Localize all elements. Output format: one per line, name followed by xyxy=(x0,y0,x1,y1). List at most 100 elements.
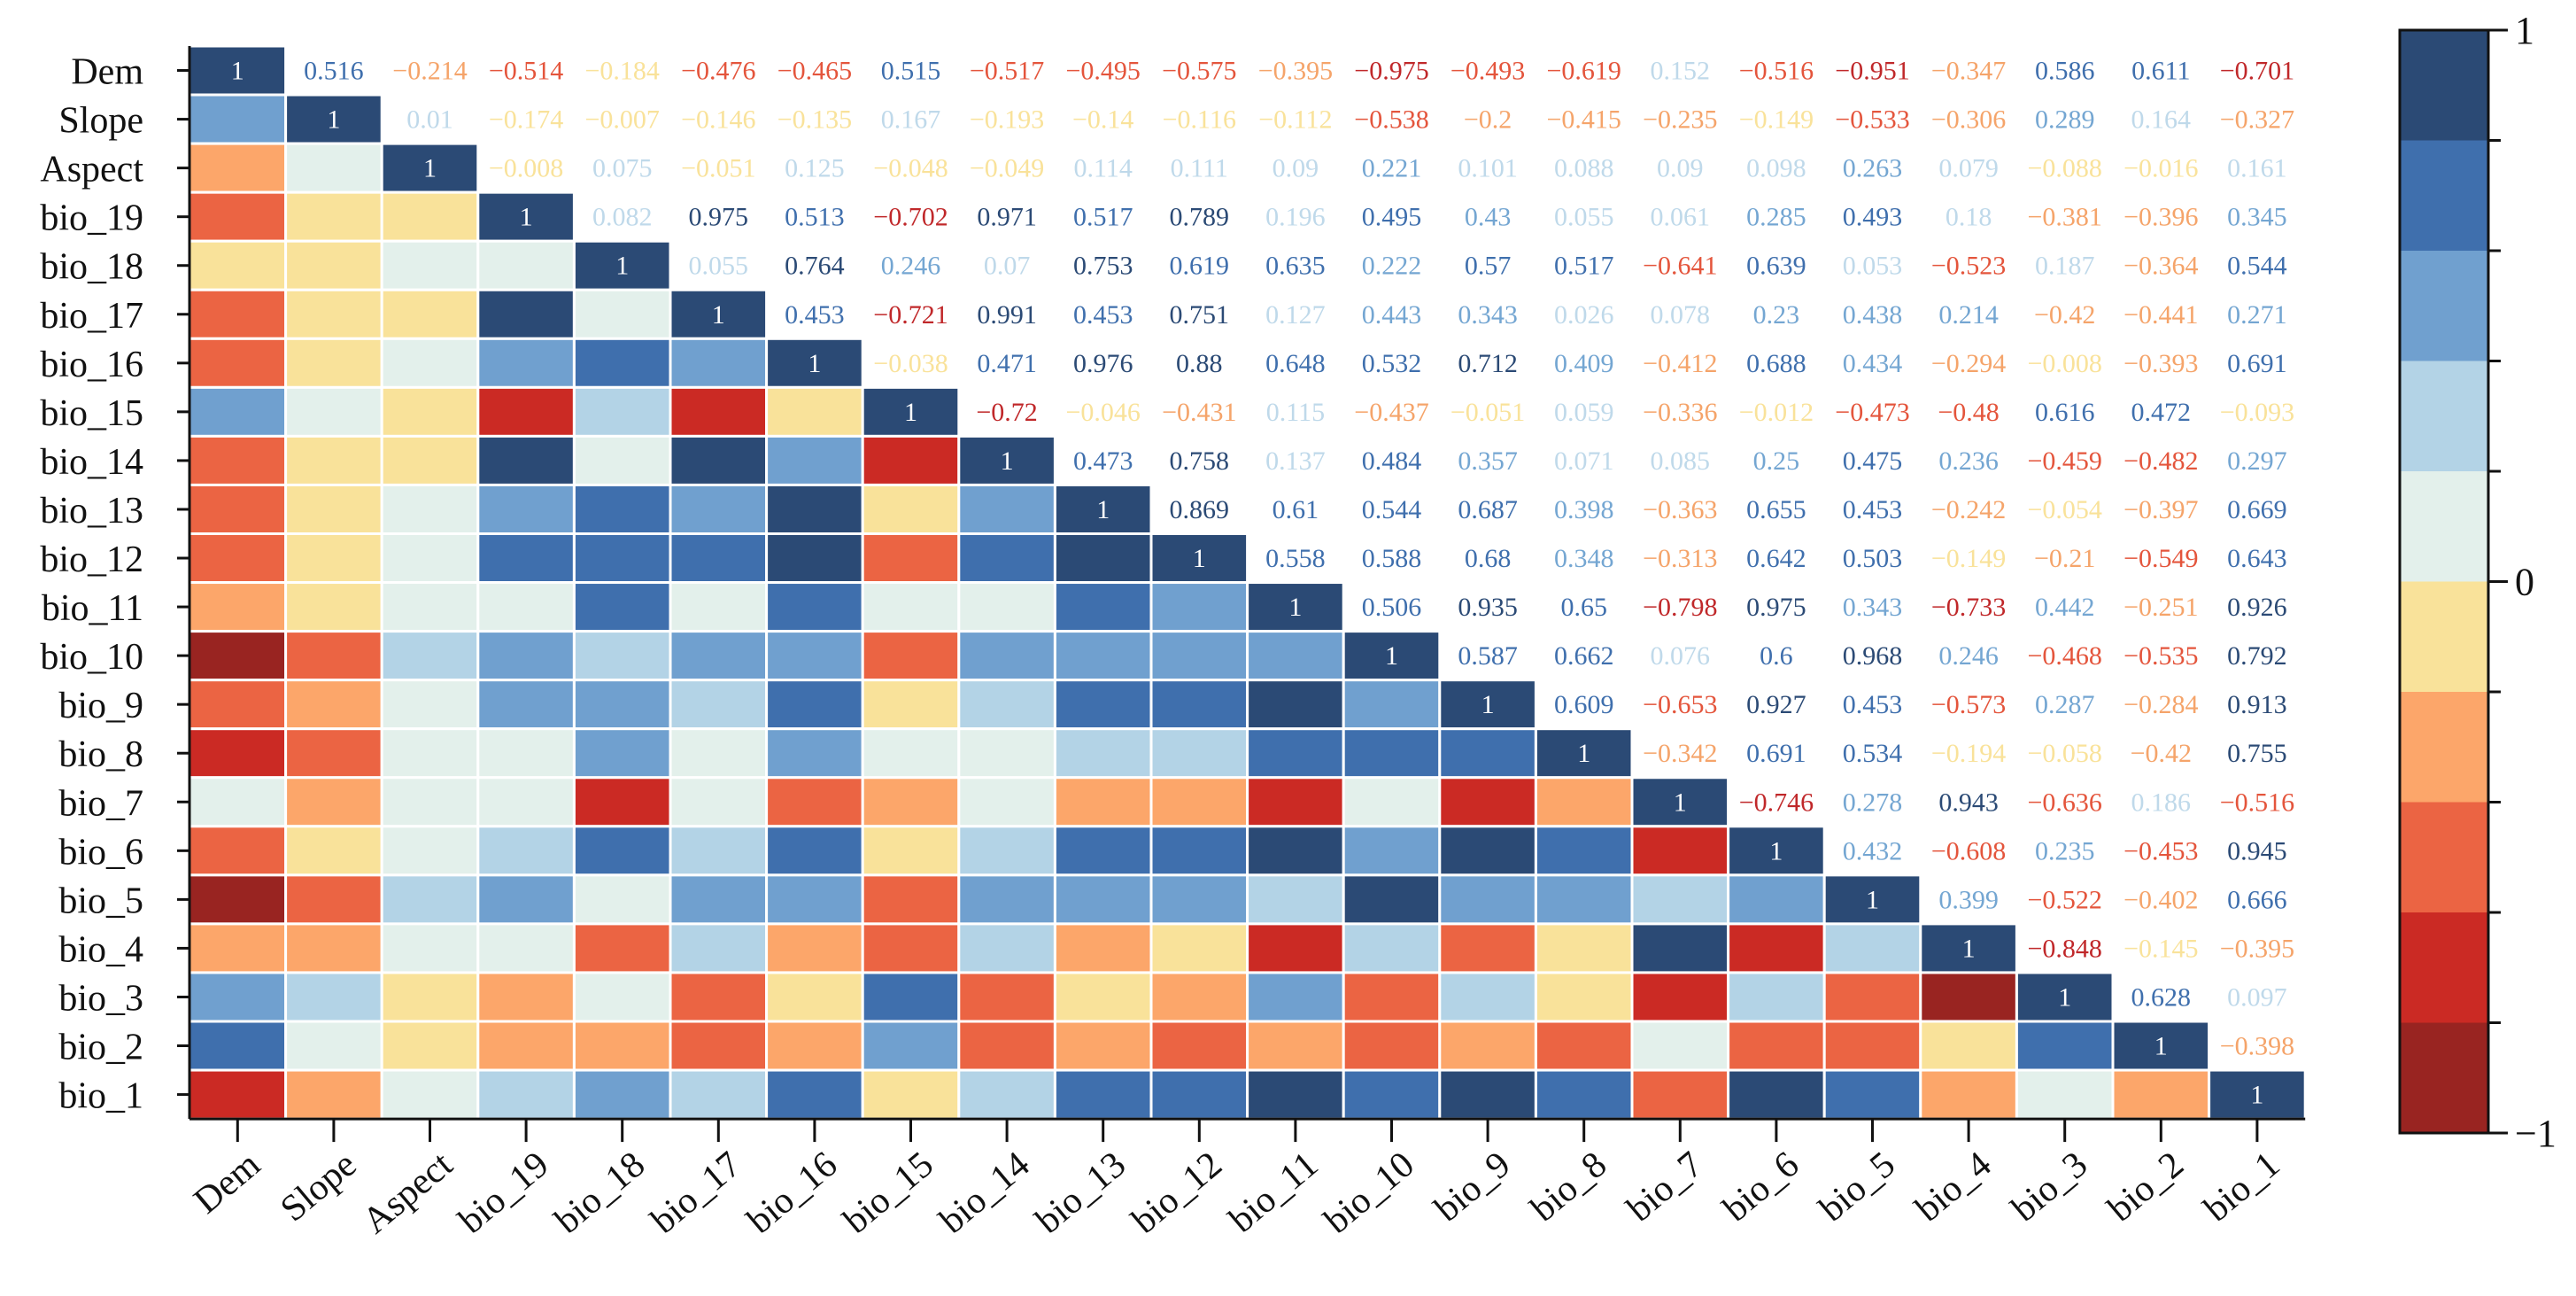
heatmap-cell xyxy=(284,776,383,828)
correlation-value-label: −0.008 xyxy=(2027,349,2101,378)
heatmap-cell xyxy=(1919,1020,2018,1072)
correlation-value-label: 0.517 xyxy=(1554,252,1614,281)
x-tick-label: bio_5 xyxy=(1812,1145,1903,1230)
diagonal-cell xyxy=(2208,1068,2307,1121)
heatmap-cell xyxy=(476,581,576,633)
correlation-value-label: −0.453 xyxy=(2123,836,2198,865)
colorbar-segment xyxy=(2400,471,2488,582)
y-tick-label: Slope xyxy=(58,101,143,142)
diagonal-value-label: 1 xyxy=(423,154,437,183)
correlation-value-label: 0.222 xyxy=(1362,252,1422,281)
heatmap-cell xyxy=(669,434,769,486)
correlation-value-label: −0.046 xyxy=(1065,398,1140,427)
correlation-value-label: 0.348 xyxy=(1554,544,1614,573)
correlation-value-label: 0.558 xyxy=(1265,544,1326,573)
diagonal-value-label: 1 xyxy=(1481,690,1495,719)
correlation-value-label: −0.523 xyxy=(1931,252,2006,281)
heatmap-cell xyxy=(1149,630,1249,682)
correlation-value-label: 0.09 xyxy=(1273,154,1319,183)
diagonal-value-label: 1 xyxy=(1674,788,1687,817)
y-tick-label: bio_11 xyxy=(42,588,143,629)
heatmap-cell xyxy=(284,1020,383,1072)
correlation-value-label: 0.076 xyxy=(1651,641,1711,671)
heatmap-cell xyxy=(284,630,383,682)
heatmap-cell xyxy=(572,727,672,780)
heatmap-cell xyxy=(380,1068,480,1121)
heatmap-cell xyxy=(1149,1068,1249,1121)
correlation-value-label: −0.533 xyxy=(1835,105,1909,135)
heatmap-cell xyxy=(669,483,769,536)
correlation-value-label: −0.517 xyxy=(970,57,1044,86)
heatmap-cell xyxy=(1149,825,1249,877)
heatmap-cell xyxy=(765,873,864,926)
correlation-value-label: 0.214 xyxy=(1938,300,1999,330)
heatmap-cell xyxy=(765,1020,864,1072)
y-tick-label: bio_6 xyxy=(58,832,143,873)
correlation-value-label: 0.758 xyxy=(1170,446,1230,476)
heatmap-cell xyxy=(380,483,480,536)
heatmap-cell xyxy=(188,776,288,828)
x-tick-label: bio_7 xyxy=(1620,1145,1711,1230)
correlation-value-label: 0.503 xyxy=(1843,544,1903,573)
correlation-value-label: −0.608 xyxy=(1931,836,2006,865)
heatmap-cell xyxy=(765,532,864,585)
correlation-value-label: −0.641 xyxy=(1643,252,1717,281)
correlation-value-label: 0.662 xyxy=(1554,641,1614,671)
correlation-value-label: 0.971 xyxy=(977,203,1037,232)
heatmap-cell xyxy=(1053,1068,1153,1121)
correlation-value-label: 0.127 xyxy=(1265,300,1326,330)
correlation-value-label: 0.943 xyxy=(1938,788,1999,817)
x-tick-label: bio_17 xyxy=(644,1145,749,1242)
correlation-value-label: −0.395 xyxy=(1258,57,1333,86)
heatmap-cell xyxy=(380,581,480,633)
heatmap-cell xyxy=(765,727,864,780)
correlation-value-label: −0.516 xyxy=(2220,788,2294,817)
correlation-value-label: 0.544 xyxy=(2227,252,2287,281)
correlation-value-label: 0.075 xyxy=(592,154,653,183)
heatmap-cell xyxy=(1630,1068,1730,1121)
correlation-value-label: −0.848 xyxy=(2027,934,2101,963)
heatmap-cell xyxy=(1053,581,1153,633)
correlation-value-label: −0.145 xyxy=(2123,934,2198,963)
y-tick-label: bio_8 xyxy=(58,734,143,775)
correlation-value-label: 0.432 xyxy=(1843,836,1903,865)
heatmap-cell xyxy=(572,873,672,926)
heatmap-cell xyxy=(572,288,672,340)
diagonal-value-label: 1 xyxy=(615,252,629,281)
correlation-value-label: −0.535 xyxy=(2123,641,2198,671)
heatmap-cell xyxy=(1919,971,2018,1023)
x-tick-label: bio_18 xyxy=(547,1145,653,1242)
correlation-value-label: 0.635 xyxy=(1265,252,1326,281)
heatmap-cell xyxy=(284,581,383,633)
heatmap-cell xyxy=(1727,873,1826,926)
heatmap-cell xyxy=(861,922,961,974)
correlation-value-label: −0.538 xyxy=(1354,105,1428,135)
correlation-value-label: 0.186 xyxy=(2131,788,2192,817)
heatmap-cell xyxy=(1053,532,1153,585)
correlation-value-label: 0.473 xyxy=(1073,446,1133,476)
correlation-value-label: −0.42 xyxy=(2034,300,2095,330)
correlation-value-label: 0.975 xyxy=(1746,593,1806,622)
correlation-value-label: 0.399 xyxy=(1938,885,1999,914)
heatmap-cell xyxy=(380,1020,480,1072)
correlation-value-label: −0.42 xyxy=(2131,739,2192,768)
diagonal-cell xyxy=(669,288,769,340)
heatmap-cell xyxy=(1053,630,1153,682)
heatmap-cell xyxy=(1246,922,1345,974)
heatmap-cell xyxy=(476,922,576,974)
x-tick-label: bio_15 xyxy=(836,1145,941,1242)
heatmap-cell xyxy=(476,532,576,585)
heatmap-cell xyxy=(284,337,383,389)
diagonal-value-label: 1 xyxy=(1385,641,1398,671)
correlation-value-label: −0.038 xyxy=(873,349,948,378)
correlation-value-label: 0.164 xyxy=(2131,105,2192,135)
correlation-value-label: −0.051 xyxy=(1450,398,1525,427)
heatmap-cell xyxy=(188,532,288,585)
heatmap-cell xyxy=(861,630,961,682)
heatmap-cell xyxy=(476,873,576,926)
heatmap-cell xyxy=(188,971,288,1023)
heatmap-cell xyxy=(188,922,288,974)
y-tick-label: bio_1 xyxy=(58,1076,143,1117)
correlation-value-label: −0.951 xyxy=(1835,57,1909,86)
